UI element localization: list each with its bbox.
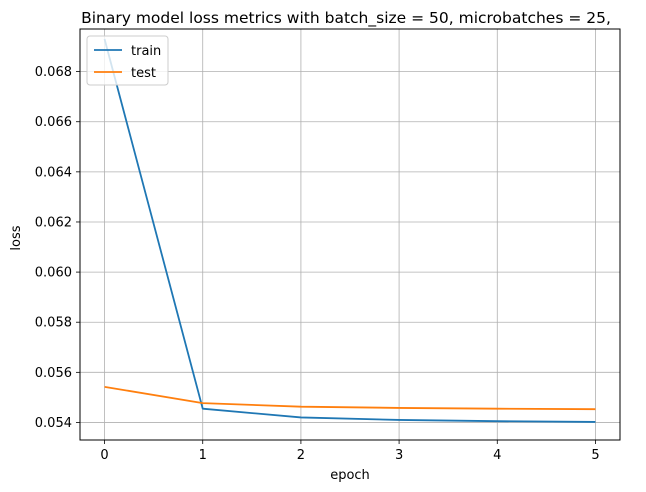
x-tick-label: 2 <box>297 448 305 463</box>
y-axis-ticks: 0.054 0.056 0.058 0.060 0.062 0.064 0.066 0.068 <box>35 65 80 431</box>
y-tick-label: 0.056 <box>35 366 72 381</box>
x-axis-ticks: 0 1 2 3 4 5 <box>100 440 600 463</box>
legend-label-test: test <box>131 66 156 81</box>
chart-title: Binary model loss metrics with batch_siz… <box>81 9 611 28</box>
x-tick-label: 4 <box>493 448 501 463</box>
plot-frame <box>79 28 621 441</box>
grid <box>80 29 620 440</box>
x-tick-label: 3 <box>395 448 403 463</box>
y-tick-label: 0.062 <box>35 215 72 230</box>
x-tick-label: 5 <box>591 448 599 463</box>
y-tick-label: 0.060 <box>35 266 72 281</box>
y-tick-label: 0.066 <box>35 115 72 130</box>
series-lines <box>103 38 596 423</box>
x-tick-label: 0 <box>100 448 108 463</box>
x-axis-label: epoch <box>330 468 370 483</box>
y-tick-label: 0.054 <box>35 416 72 431</box>
y-tick-label: 0.058 <box>35 316 72 331</box>
legend-label-train: train <box>131 44 161 59</box>
series-line-train <box>103 38 596 423</box>
x-tick-label: 1 <box>199 448 207 463</box>
y-tick-label: 0.064 <box>35 165 72 180</box>
legend: train test <box>86 35 169 86</box>
y-tick-label: 0.068 <box>35 65 72 80</box>
series-line-test <box>104 385 596 411</box>
y-axis-label: loss <box>9 225 24 250</box>
